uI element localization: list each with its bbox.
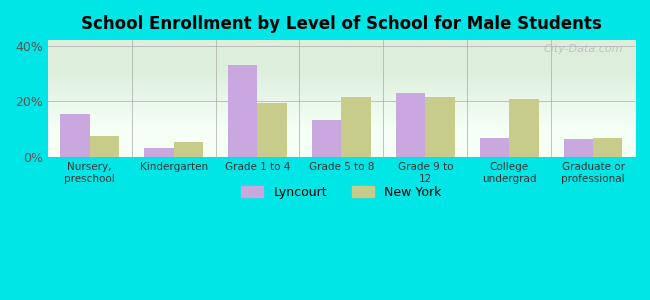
- Bar: [480, 138, 509, 157]
- Bar: [257, 103, 287, 157]
- Bar: [228, 65, 257, 157]
- Bar: [312, 120, 341, 157]
- Bar: [564, 139, 593, 157]
- Text: City-Data.com: City-Data.com: [544, 44, 623, 54]
- Bar: [174, 142, 203, 157]
- Bar: [396, 93, 425, 157]
- Title: School Enrollment by Level of School for Male Students: School Enrollment by Level of School for…: [81, 15, 602, 33]
- Bar: [90, 136, 119, 157]
- Legend: Lyncourt, New York: Lyncourt, New York: [236, 181, 447, 204]
- Bar: [425, 97, 454, 157]
- Bar: [509, 99, 538, 157]
- Bar: [593, 138, 623, 157]
- Bar: [144, 148, 174, 157]
- Bar: [60, 114, 90, 157]
- Bar: [341, 97, 370, 157]
